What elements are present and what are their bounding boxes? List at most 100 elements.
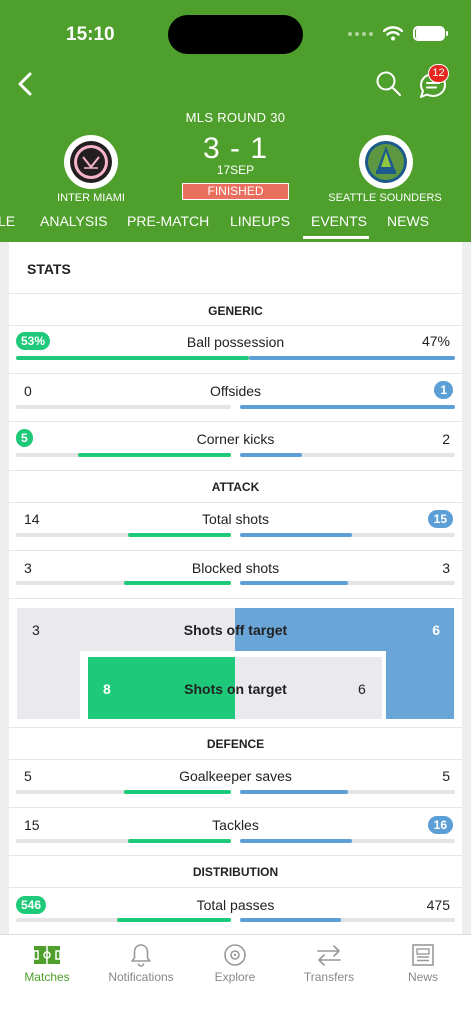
stats-title: STATS: [27, 261, 71, 277]
shots-on-home-area: [88, 657, 235, 719]
section-generic: GENERIC: [208, 304, 263, 318]
home-bar-fill: [123, 581, 231, 585]
away-bar: [240, 839, 455, 843]
camera-notch: [168, 15, 303, 54]
stat-label: Corner kicks: [196, 431, 275, 447]
pitch-icon: [33, 946, 61, 964]
divider: [9, 727, 462, 728]
match-tabs: LE ANALYSIS PRE-MATCH LINEUPS EVENTS NEW…: [0, 213, 471, 242]
nav-label: Matches: [24, 970, 70, 984]
away-value-pill: 1: [434, 381, 453, 399]
battery-icon: [413, 26, 448, 41]
divider: [9, 807, 462, 808]
away-bar-fill: [248, 356, 455, 360]
home-bar-fill: [127, 839, 231, 843]
away-bar-fill: [240, 453, 303, 457]
away-bar-fill: [240, 581, 348, 585]
stat-label: Goalkeeper saves: [179, 768, 292, 784]
shots-on-label: Shots on target: [184, 681, 287, 697]
home-bar-fill: [127, 533, 231, 537]
signal-icon: [348, 31, 373, 36]
away-bar-fill: [240, 918, 342, 922]
nav-explore[interactable]: Explore: [188, 943, 282, 984]
newspaper-icon: [412, 944, 434, 966]
chat-icon[interactable]: [416, 68, 450, 102]
stat-label: Blocked shots: [191, 560, 280, 576]
status-icons: [348, 26, 448, 41]
chat-badge: 12: [428, 64, 449, 83]
home-bar: [16, 839, 231, 843]
nav-label: Explore: [214, 970, 256, 984]
home-team-name[interactable]: INTER MIAMI: [57, 192, 125, 204]
shots-off-home-value: 3: [32, 622, 40, 638]
divider: [9, 293, 462, 294]
away-team-crest[interactable]: [359, 135, 413, 189]
nav-news[interactable]: News: [376, 943, 470, 984]
away-bar: [240, 581, 455, 585]
stat-label: Total passes: [196, 897, 275, 913]
match-date: 17SEP: [216, 163, 255, 177]
home-bar: [16, 918, 231, 922]
tab-events[interactable]: EVENTS: [311, 213, 368, 229]
away-value: 47%: [421, 333, 450, 349]
stats-panel: STATS GENERIC 53% Ball possession 47% 0 …: [9, 242, 462, 934]
inter-miami-logo-icon: [70, 141, 112, 183]
divider: [9, 421, 462, 422]
home-bar-fill: [16, 356, 249, 360]
search-icon[interactable]: [374, 69, 404, 99]
tab-table[interactable]: LE: [0, 213, 16, 229]
tab-news[interactable]: NEWS: [387, 213, 429, 229]
divider: [9, 550, 462, 551]
home-value: 5: [24, 768, 32, 784]
home-value: 3: [24, 560, 32, 576]
status-time: 15:10: [66, 24, 115, 45]
section-defence: DEFENCE: [206, 737, 265, 751]
section-attack: ATTACK: [211, 480, 260, 494]
nav-notifications[interactable]: Notifications: [94, 943, 188, 984]
home-value-pill: 5: [16, 429, 33, 447]
divider: [9, 887, 462, 888]
nav-matches[interactable]: Matches: [0, 943, 94, 984]
shots-target-graphic: 3 Shots off target 6 8 Shots on target 6: [17, 608, 454, 719]
transfer-arrows-icon: [317, 945, 341, 966]
away-value: 5: [442, 768, 450, 784]
home-bar-fill: [78, 453, 231, 457]
tab-pre-match[interactable]: PRE-MATCH: [127, 213, 210, 229]
divider: [9, 855, 462, 856]
away-bar: [240, 405, 455, 409]
divider: [9, 325, 462, 326]
divider: [9, 373, 462, 374]
section-distribution: DISTRIBUTION: [192, 865, 279, 879]
home-bar-fill: [117, 918, 231, 922]
home-bar: [16, 405, 231, 409]
home-bar-fill: [123, 790, 231, 794]
home-team-crest[interactable]: [64, 135, 118, 189]
shots-on-home-value: 8: [103, 681, 111, 697]
possession-bar: [16, 356, 455, 360]
home-value: 14: [24, 511, 40, 527]
bell-icon: [131, 944, 151, 967]
bottom-navigation: Matches Notifications Explore Transfers …: [0, 934, 471, 1024]
away-bar: [240, 453, 455, 457]
home-bar: [16, 453, 231, 457]
wifi-icon: [383, 26, 403, 41]
away-bar: [240, 918, 455, 922]
home-bar: [16, 581, 231, 585]
away-bar-fill: [240, 790, 348, 794]
home-value-pill: 53%: [16, 332, 51, 350]
away-bar: [240, 533, 455, 537]
nav-label: Transfers: [303, 970, 355, 984]
home-value: 15: [24, 817, 40, 833]
tab-lineups[interactable]: LINEUPS: [230, 213, 290, 229]
away-value: 2: [442, 431, 450, 447]
divider: [9, 502, 462, 503]
match-score: 3 - 1: [202, 132, 269, 165]
away-bar-fill: [240, 405, 455, 409]
away-team-name[interactable]: SEATTLE SOUNDERS: [328, 192, 442, 204]
nav-label: News: [407, 970, 438, 984]
back-arrow-icon[interactable]: [12, 68, 40, 100]
shots-on-away-value: 6: [358, 681, 366, 697]
nav-transfers[interactable]: Transfers: [282, 943, 376, 984]
tab-analysis[interactable]: ANALYSIS: [40, 213, 108, 229]
home-value-pill: 546: [16, 896, 47, 914]
